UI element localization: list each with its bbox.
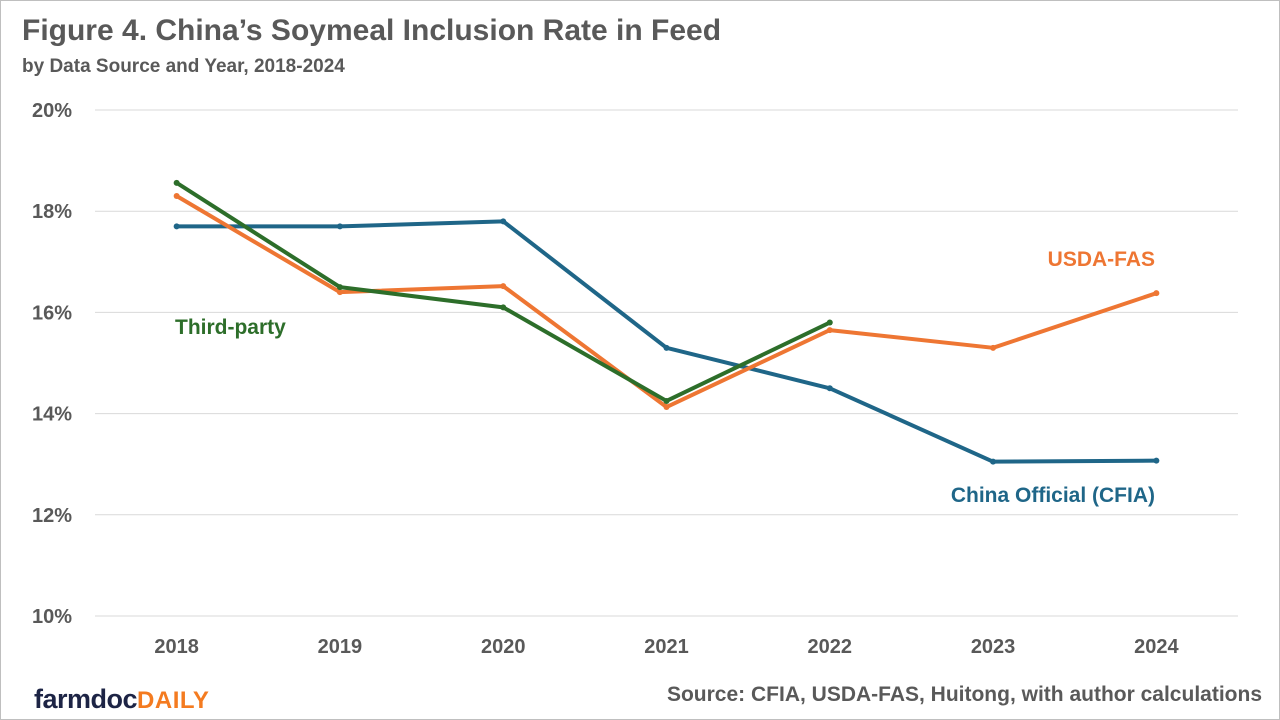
x-tick-label: 2020 <box>481 636 526 658</box>
x-tick-label: 2021 <box>644 636 689 658</box>
data-point <box>1153 290 1160 297</box>
x-tick-label: 2022 <box>808 636 853 658</box>
source-note: Source: CFIA, USDA-FAS, Huitong, with au… <box>666 683 1262 706</box>
y-tick-label: 12% <box>32 505 72 527</box>
chart-title: Figure 4. China’s Soymeal Inclusion Rate… <box>22 14 722 47</box>
chart-subtitle: by Data Source and Year, 2018-2024 <box>22 56 345 77</box>
logo-part1: farmdoc <box>34 684 138 714</box>
series-label: USDA-FAS <box>1048 248 1155 271</box>
y-tick-label: 10% <box>32 606 72 628</box>
data-point <box>826 327 833 334</box>
series-line-2 <box>175 181 831 403</box>
data-point <box>826 385 833 392</box>
y-tick-label: 20% <box>32 100 72 122</box>
data-point <box>663 404 670 411</box>
farmdoc-daily-logo: farmdocDAILY <box>34 684 209 715</box>
data-point <box>826 319 833 326</box>
logo-part2: DAILY <box>137 687 210 714</box>
x-tick-label: 2024 <box>1134 636 1179 658</box>
data-point <box>336 223 343 230</box>
x-tick-label: 2019 <box>318 636 363 658</box>
data-point <box>173 223 180 230</box>
series-label: China Official (CFIA) <box>951 484 1155 507</box>
series-label: Third-party <box>175 316 286 339</box>
data-point <box>990 344 997 351</box>
data-point <box>173 179 180 186</box>
y-tick-label: 14% <box>32 404 72 426</box>
data-point <box>500 283 507 290</box>
x-tick-label: 2023 <box>971 636 1016 658</box>
data-point <box>500 304 507 311</box>
data-point <box>1153 457 1160 464</box>
data-point <box>663 344 670 351</box>
y-tick-label: 18% <box>32 201 72 223</box>
data-point <box>500 218 507 225</box>
data-point <box>336 289 343 296</box>
data-point <box>336 284 343 291</box>
data-point <box>990 458 997 465</box>
data-point <box>663 397 670 404</box>
data-point <box>173 193 180 200</box>
y-tick-label: 16% <box>32 302 72 324</box>
x-tick-label: 2018 <box>154 636 199 658</box>
